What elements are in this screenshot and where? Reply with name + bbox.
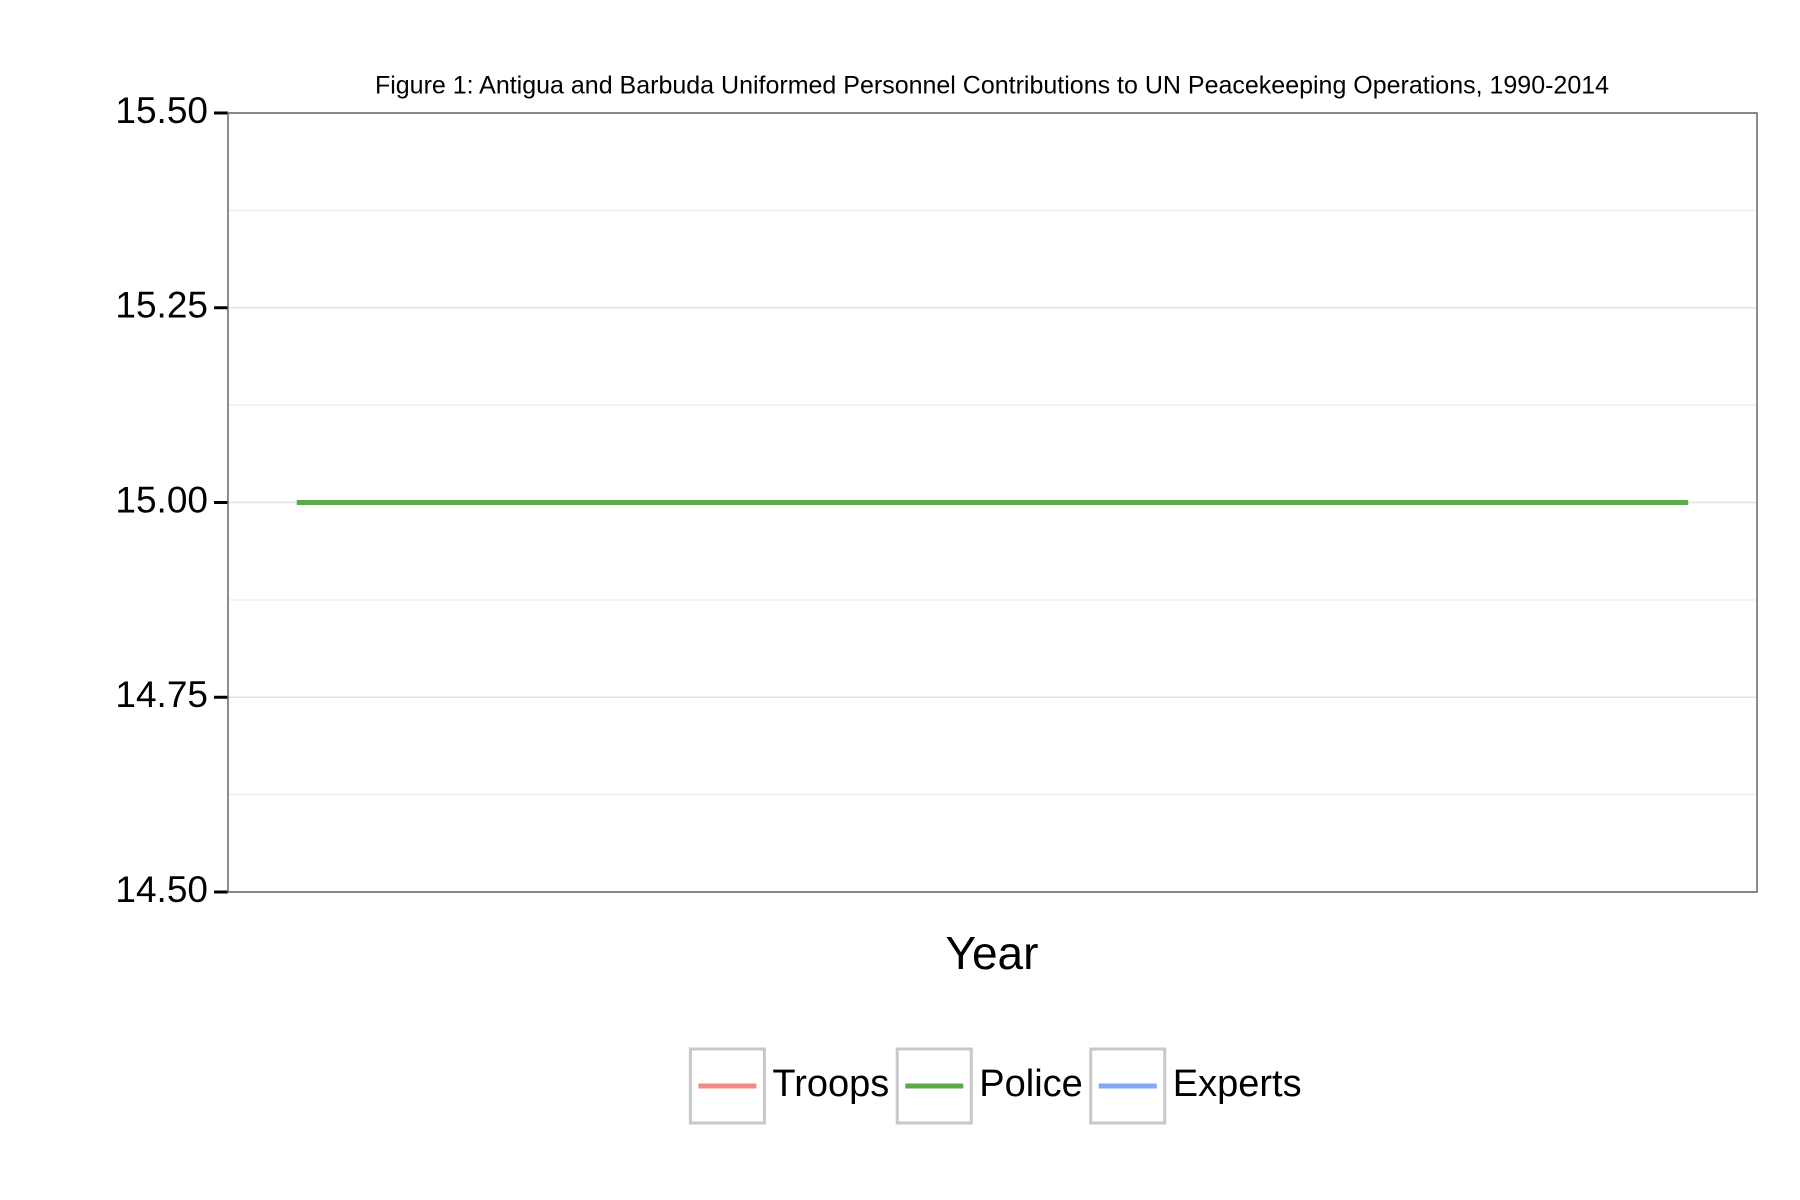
legend: Troops Police Experts	[688, 1047, 1302, 1125]
y-tick-label: 14.75	[115, 674, 208, 715]
y-tick-label: 15.50	[115, 90, 208, 131]
y-tick-label: 15.00	[115, 479, 208, 520]
plot-border	[227, 112, 1758, 893]
x-axis-label: Year	[946, 927, 1039, 979]
chart-title: Figure 1: Antigua and Barbuda Uniformed …	[375, 72, 1609, 100]
y-tick-label: 15.25	[115, 285, 208, 326]
legend-label: Experts	[1173, 1063, 1302, 1105]
legend-label: Police	[979, 1063, 1083, 1105]
y-tick-label: 14.50	[115, 869, 208, 910]
legend-label: Troops	[772, 1063, 889, 1105]
